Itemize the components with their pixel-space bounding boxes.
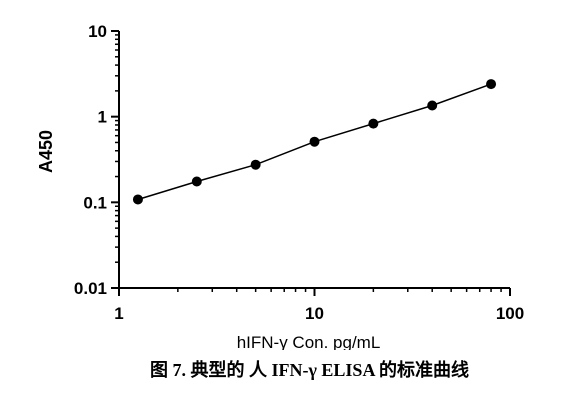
data-points	[132, 79, 497, 205]
axes	[111, 30, 511, 296]
x-axis-title: hIFN-γ Con. pg/mL	[237, 333, 381, 350]
y-tick-label: 1	[98, 108, 107, 127]
y-tick-label: 0.01	[74, 279, 107, 298]
x-tick-label: 100	[496, 304, 524, 323]
data-point	[132, 194, 143, 205]
tick-labels: 10 1 0.1 0.01 1 10 100	[74, 22, 524, 323]
data-point	[309, 136, 320, 147]
data-point	[427, 100, 438, 111]
data-point	[368, 118, 379, 129]
chart: 10 1 0.1 0.01 1 10 100 hIFN-γ Con. pg/mL A450	[36, 22, 524, 350]
x-tick-label: 1	[114, 304, 123, 323]
data-point	[250, 159, 261, 170]
figure-caption: 图 7. 典型的 人 IFN-γ ELISA 的标准曲线	[150, 360, 469, 380]
y-tick-label: 0.1	[83, 193, 107, 212]
y-axis-title: A450	[36, 130, 56, 173]
data-point	[191, 176, 202, 187]
y-tick-label: 10	[88, 22, 107, 41]
x-tick-label: 10	[305, 304, 324, 323]
data-point	[486, 79, 497, 90]
